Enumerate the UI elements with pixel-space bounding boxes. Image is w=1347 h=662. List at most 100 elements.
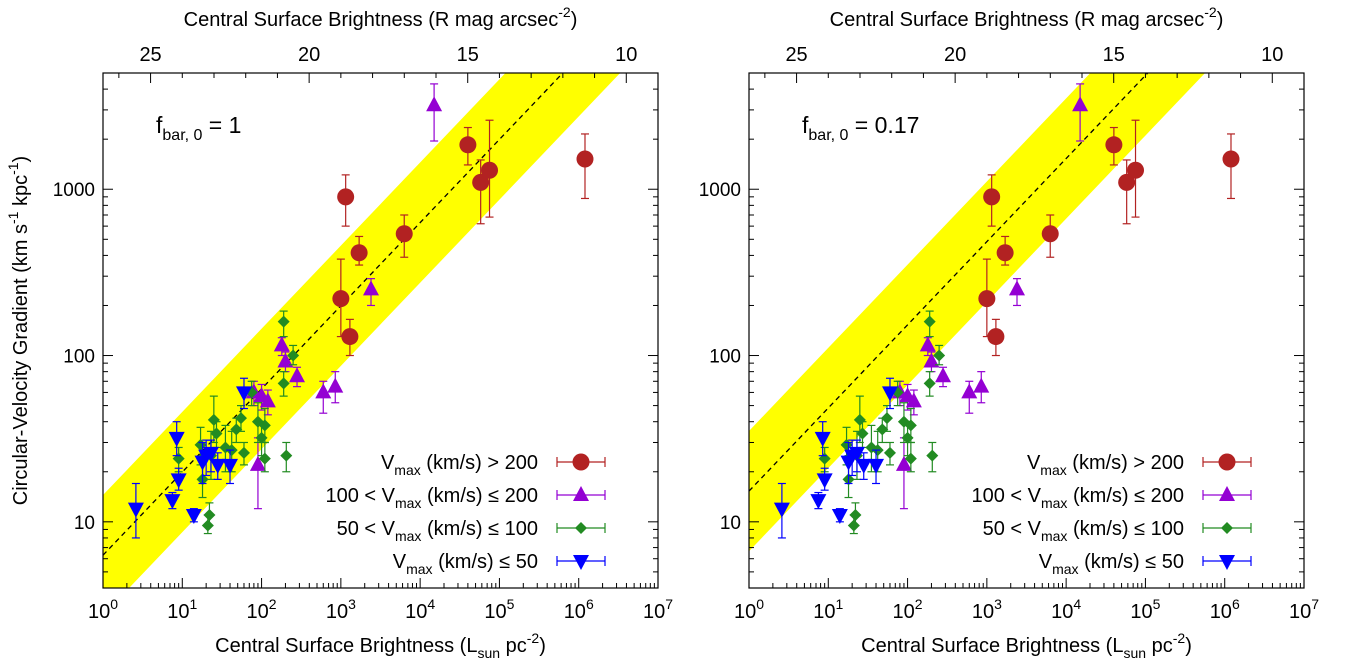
y-tick-label: 10 [74,513,95,534]
panel-label: fbar, 0 = 0.17 [802,112,919,144]
x-tick-label: 107 [1289,596,1319,623]
data-point [350,244,368,262]
data-point [277,315,290,328]
data-point [814,431,831,447]
x-tick-label: 104 [405,596,435,623]
data-point [337,188,355,206]
data-point [983,188,1001,206]
y-tick-label: 10 [720,513,741,534]
series-2 [245,83,443,510]
legend-marker [573,486,589,501]
y-tick-label: 1000 [53,180,95,201]
data-point [849,508,862,521]
legend-marker [575,522,587,534]
x-tick-label: 101 [167,596,197,623]
x2-tick-label: 10 [1261,44,1283,66]
x2-axis-label: Central Surface Brightness (R mag arcsec… [830,4,1224,31]
legend-label: 50 < Vmax (km/s) ≤ 100 [337,518,538,544]
data-point [258,452,271,465]
plot-area [749,73,1240,552]
x-tick-label: 100 [734,596,764,623]
data-point [831,508,848,524]
legend-label: 100 < Vmax (km/s) ≤ 200 [325,485,538,511]
x2-tick-label: 10 [615,44,637,66]
data-point [987,328,1005,346]
data-point [280,449,293,462]
data-point [127,502,144,518]
legend-label: Vmax (km/s) ≤ 50 [393,551,538,577]
data-point [773,502,790,518]
data-point [170,473,187,489]
data-point [876,423,889,436]
x2-tick-label: 15 [1103,44,1125,66]
plot-frame [748,72,1305,589]
data-point [289,367,306,383]
data-point [472,173,490,191]
data-point [904,452,917,465]
data-point [576,150,594,168]
legend-marker [573,555,589,570]
data-point [273,336,290,352]
data-point [895,455,912,471]
legend: Vmax (km/s) > 200 100 < Vmax (km/s) ≤ 200… [971,452,1252,577]
data-point [935,367,952,383]
x2-tick-label: 25 [785,44,807,66]
data-point [855,458,872,474]
x-axis-label: Central Surface Brightness (Lsun pc-2) [861,630,1192,661]
data-point [880,412,893,425]
data-point [459,136,477,154]
data-point [919,336,936,352]
x-tick-label: 107 [643,596,673,623]
data-point [856,427,869,440]
data-point [164,494,181,510]
series-1 [332,119,594,357]
y-tick-label: 1000 [699,180,741,201]
data-point [185,508,202,524]
data-point [1222,150,1240,168]
data-point [209,458,226,474]
x-tick-label: 105 [1130,596,1160,623]
data-point [258,419,271,432]
y-axis-label: Circular-Velocity Gradient (km s-1 kpc-1… [5,156,32,505]
x-tick-label: 104 [1051,596,1081,623]
legend-marker [572,453,590,471]
data-point [235,386,252,402]
legend-marker [1219,486,1235,501]
data-point [202,446,219,462]
data-point [810,494,827,510]
data-point [222,458,239,474]
data-point [816,473,833,489]
x-tick-label: 103 [326,596,356,623]
data-point [230,423,243,436]
panel-label: fbar, 0 = 1 [156,112,241,144]
data-point [237,446,250,459]
data-point [277,377,290,390]
data-point [203,508,216,521]
x-tick-label: 106 [564,596,594,623]
legend-marker [1218,453,1236,471]
legend-label: Vmax (km/s) > 200 [381,452,538,478]
data-point [883,446,896,459]
data-point [923,352,940,368]
data-point [1009,280,1026,296]
data-point [259,392,276,408]
series-1 [978,119,1240,357]
data-point [881,386,898,402]
plot-frame [102,72,659,589]
data-point [395,225,413,243]
data-point [1118,173,1136,191]
data-point [904,419,917,432]
y-tick-label: 100 [63,347,95,368]
x-tick-label: 105 [484,596,514,623]
data-point [168,431,185,447]
data-point [933,349,946,362]
data-point [1105,136,1123,154]
legend-label: Vmax (km/s) > 200 [1027,452,1184,478]
plot-area [103,73,621,588]
data-point [996,244,1014,262]
x2-axis-label: Central Surface Brightness (R mag arcsec… [184,4,578,31]
data-point [848,446,865,462]
data-point [926,449,939,462]
data-point [426,96,443,112]
